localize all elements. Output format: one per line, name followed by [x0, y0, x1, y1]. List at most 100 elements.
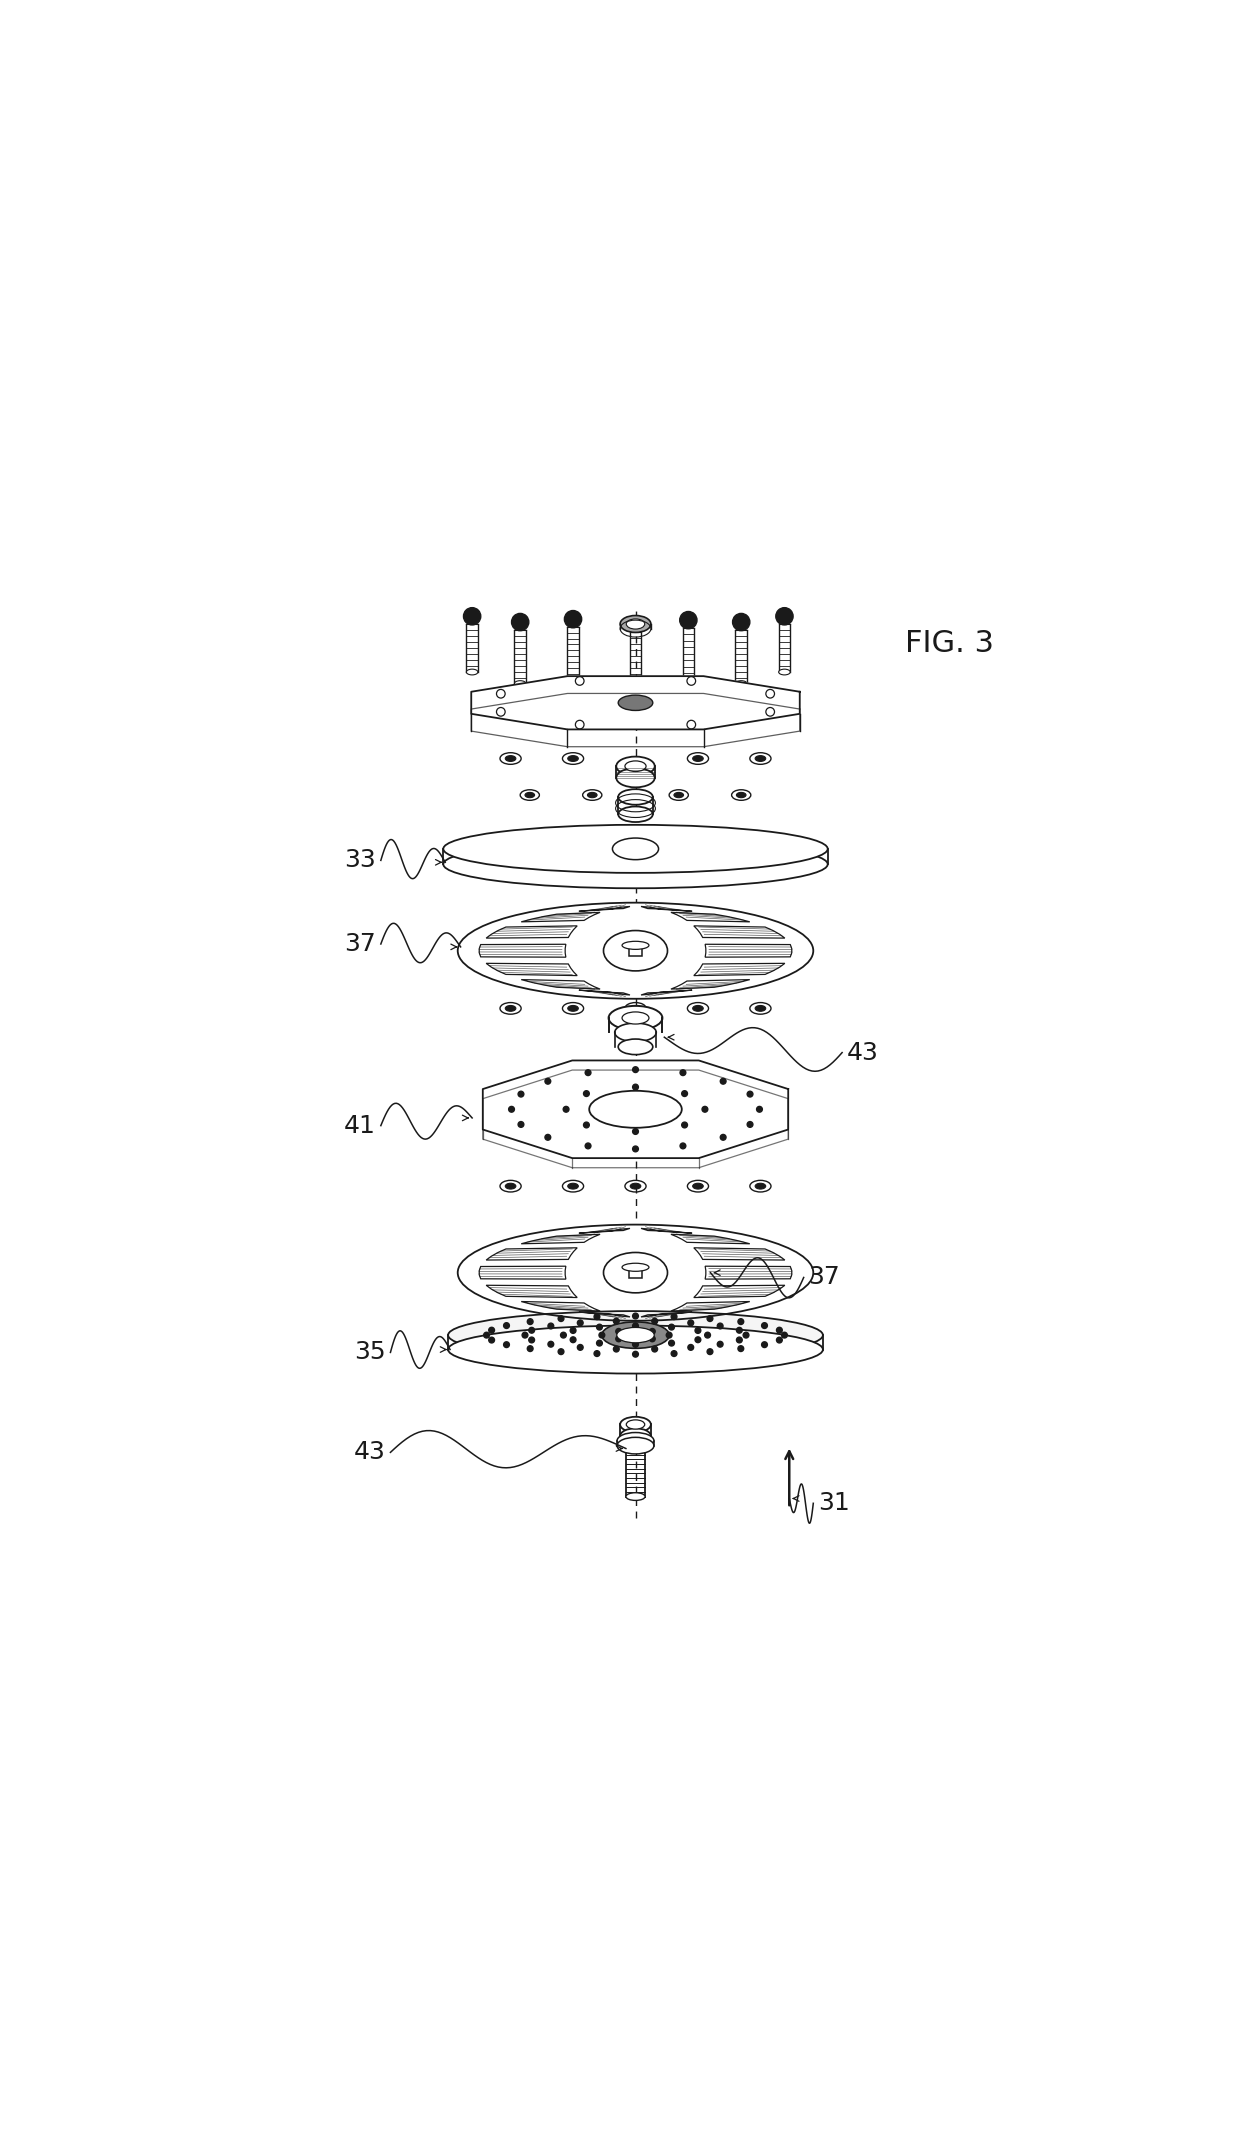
Circle shape — [680, 1144, 686, 1148]
Circle shape — [518, 1123, 523, 1127]
Polygon shape — [479, 944, 565, 956]
Circle shape — [666, 1331, 672, 1338]
Ellipse shape — [735, 682, 746, 686]
Circle shape — [704, 1331, 711, 1338]
Circle shape — [584, 1091, 589, 1097]
Ellipse shape — [604, 931, 667, 971]
Polygon shape — [579, 1229, 630, 1233]
Ellipse shape — [779, 669, 790, 675]
Circle shape — [652, 1318, 657, 1325]
Ellipse shape — [458, 1225, 813, 1321]
Circle shape — [596, 1325, 603, 1329]
Circle shape — [522, 1331, 528, 1338]
Circle shape — [616, 1329, 621, 1333]
Ellipse shape — [616, 756, 655, 775]
Polygon shape — [479, 1265, 565, 1280]
Polygon shape — [471, 675, 800, 728]
Circle shape — [528, 1327, 534, 1333]
Circle shape — [671, 1350, 677, 1357]
Ellipse shape — [622, 1263, 649, 1272]
Ellipse shape — [505, 1005, 516, 1012]
Ellipse shape — [568, 756, 578, 760]
Polygon shape — [641, 1229, 692, 1233]
Text: 43: 43 — [847, 1042, 879, 1065]
Circle shape — [632, 1129, 639, 1135]
Ellipse shape — [619, 807, 652, 822]
Circle shape — [503, 1323, 510, 1329]
Circle shape — [528, 1338, 534, 1342]
Polygon shape — [671, 1233, 750, 1244]
Polygon shape — [486, 963, 577, 976]
Circle shape — [527, 1318, 533, 1325]
Ellipse shape — [515, 682, 526, 686]
Circle shape — [652, 1346, 657, 1353]
Circle shape — [614, 1318, 619, 1325]
Circle shape — [614, 1346, 619, 1353]
Ellipse shape — [616, 769, 655, 788]
Ellipse shape — [755, 1005, 766, 1012]
Circle shape — [737, 1327, 743, 1333]
Ellipse shape — [604, 1252, 667, 1293]
Ellipse shape — [693, 756, 703, 760]
Polygon shape — [521, 912, 600, 922]
Ellipse shape — [568, 1005, 578, 1012]
Ellipse shape — [675, 792, 683, 797]
Polygon shape — [486, 1284, 577, 1297]
Polygon shape — [486, 1248, 577, 1261]
Ellipse shape — [619, 694, 652, 711]
Ellipse shape — [682, 677, 694, 682]
Circle shape — [518, 1091, 523, 1097]
Ellipse shape — [626, 1421, 645, 1429]
Circle shape — [548, 1342, 554, 1346]
Circle shape — [776, 1327, 782, 1333]
Circle shape — [756, 1105, 763, 1112]
Text: 37: 37 — [808, 1265, 841, 1289]
Polygon shape — [521, 1301, 600, 1312]
Circle shape — [748, 1123, 753, 1127]
Polygon shape — [521, 1233, 600, 1244]
Ellipse shape — [444, 824, 828, 873]
Text: 33: 33 — [345, 848, 376, 873]
Polygon shape — [641, 907, 692, 912]
Ellipse shape — [588, 792, 596, 797]
Circle shape — [632, 1342, 639, 1348]
Text: FIG. 3: FIG. 3 — [905, 628, 993, 658]
Polygon shape — [671, 980, 750, 988]
Ellipse shape — [626, 620, 645, 628]
Circle shape — [632, 1312, 639, 1318]
Ellipse shape — [466, 669, 477, 675]
Ellipse shape — [568, 1184, 578, 1189]
Circle shape — [748, 1091, 753, 1097]
Ellipse shape — [505, 756, 516, 760]
Circle shape — [680, 1069, 686, 1076]
Circle shape — [737, 1338, 743, 1342]
Ellipse shape — [626, 1438, 645, 1444]
Ellipse shape — [693, 1005, 703, 1012]
Ellipse shape — [755, 1184, 766, 1189]
Circle shape — [489, 1327, 495, 1333]
Polygon shape — [579, 990, 630, 995]
Ellipse shape — [620, 1429, 651, 1444]
Ellipse shape — [609, 1005, 662, 1031]
Circle shape — [688, 1321, 693, 1325]
Polygon shape — [671, 912, 750, 922]
Circle shape — [717, 1323, 723, 1329]
Ellipse shape — [444, 839, 828, 888]
Circle shape — [632, 1323, 639, 1329]
Polygon shape — [694, 963, 785, 976]
Polygon shape — [486, 927, 577, 937]
Circle shape — [632, 1146, 639, 1152]
Circle shape — [594, 1350, 600, 1357]
Ellipse shape — [448, 1325, 823, 1374]
Circle shape — [776, 1338, 782, 1342]
Bar — [629, 946, 642, 956]
Circle shape — [584, 1123, 589, 1129]
Circle shape — [489, 1338, 495, 1342]
Polygon shape — [706, 1265, 792, 1280]
Circle shape — [733, 613, 750, 630]
Polygon shape — [641, 1312, 692, 1316]
Circle shape — [548, 1323, 554, 1329]
Bar — [629, 1267, 642, 1278]
Ellipse shape — [622, 1012, 649, 1025]
Circle shape — [696, 1338, 701, 1342]
